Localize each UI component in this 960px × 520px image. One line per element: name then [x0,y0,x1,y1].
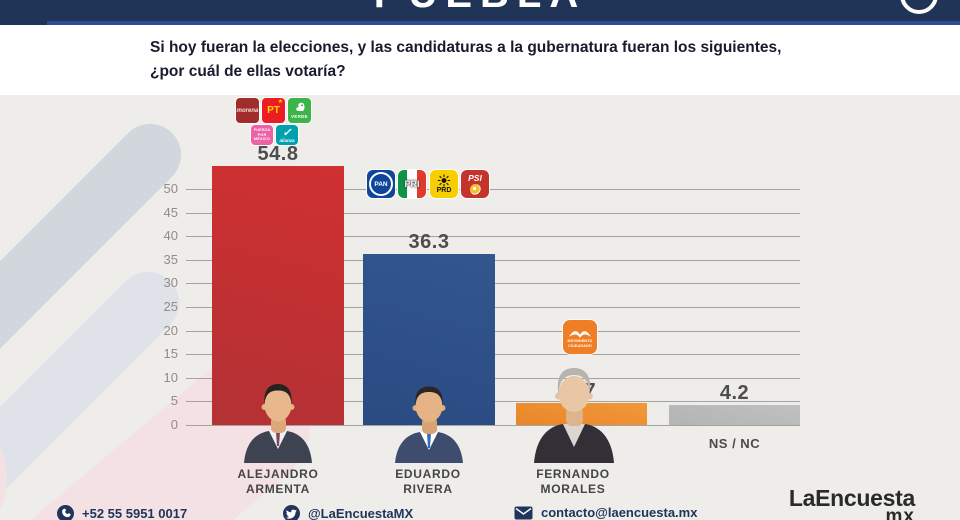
party-logo-fuerza-mexico: FUERZA POR MÉXICO [251,125,273,145]
value-labels-container: 54.836.34.74.2 [0,95,960,520]
party-label-pan: PAN [374,180,388,188]
party-label-alianza: alianza [279,137,295,143]
party-label-fuerza: FUERZA POR MÉXICO [253,128,271,142]
candidate-name-armenta: ALEJANDRO ARMENTA [203,467,353,497]
y-tick-label: 45 [163,204,178,220]
sun-icon [437,174,451,187]
party-label-verde: VERDE [290,114,308,119]
question-line-1: Si hoy fueran la elecciones, y las candi… [150,39,782,56]
check-icon: ✓ [282,126,292,139]
grid-rule [186,425,800,426]
star-icon: ★ [277,99,283,105]
party-logo-nueva-alianza: ✓ alianza [276,125,298,145]
y-tick-label: 50 [163,181,178,196]
candidate-photo-morales [534,368,614,463]
party-logo-psi: PSI [461,170,489,198]
y-tick-label: 25 [163,299,178,314]
ns-nc-label: NS / NC [708,436,761,451]
envelope-icon [514,506,533,519]
footer-contacts: +52 55 5951 0017 @LaEncuestaMX contacto@… [0,505,960,520]
question-line-2: ¿por cuál de ellas votaría? [150,63,346,80]
candidate-last-name: RIVERA [403,482,453,496]
bar-value-label: 4.2 [719,382,750,404]
twitter-icon [283,505,300,520]
y-tick-label: 30 [163,275,178,291]
candidate-photo-rivera [395,386,463,463]
toucan-icon [295,102,304,111]
phone-icon [57,505,74,520]
eagle-icon [569,331,591,339]
footer-phone-text: +52 55 5951 0017 [82,506,188,520]
candidate-first-name: EDUARDO [395,467,461,481]
party-label-prd: PRD [436,187,452,194]
party-logo-pri: PRI [398,170,426,198]
party-logo-verde: VERDE [288,98,311,123]
party-label-psi: PSI [468,172,482,183]
party-logo-prd: PRD [430,170,458,198]
brand-suffix: mx [885,506,915,520]
bar-ALEJANDRO ARMENTA [212,166,344,425]
y-tick-label: 0 [170,417,178,432]
party-label-mc: MOVIMIENTO CIUDADANO [567,339,593,348]
party-logo-movimiento-ciudadano: MOVIMIENTO CIUDADANO [563,320,597,354]
party-label-morena: morena [236,107,259,114]
y-tick-label: 35 [163,251,178,267]
candidate-last-name: ARMENTA [245,482,310,496]
y-tick-label: 5 [170,393,178,409]
grid-rule [186,189,800,190]
ring-logo-icon [900,0,938,14]
bar-NS / NC [669,405,800,425]
swirl-icon [469,183,481,195]
bar-value-label: 36.3 [408,231,450,253]
party-logo-morena: morena [236,98,259,123]
footer-twitter-text: @LaEncuestaMX [308,506,414,520]
y-tick-label: 10 [163,369,178,385]
party-logo-pt: ★ PT [262,98,285,123]
grid-rule [186,212,800,214]
footer-twitter: @LaEncuestaMX [283,505,413,520]
question-band: Si hoy fueran la elecciones, y las candi… [0,25,960,95]
candidate-name-morales: FERNANDO MORALES [498,467,648,497]
footer-phone: +52 55 5951 0017 [57,505,187,520]
candidate-name-rivera: EDUARDO RIVERA [353,467,503,497]
bar-value-label: 54.8 [257,143,299,165]
candidate-last-name: MORALES [540,482,606,496]
brand-name: LaEncuesta [788,485,915,511]
header-bar: PUEBLA [0,0,960,25]
footer-email: contacto@laencuesta.mx [514,505,697,520]
y-tick-label: 40 [163,228,178,244]
party-label-pt: PT [267,104,280,116]
y-tick-label: 15 [163,346,178,362]
y-tick-label: 20 [163,322,178,338]
candidate-photo-armenta [244,384,312,463]
page-title: PUEBLA [0,0,960,14]
header-accent-line [47,21,960,25]
laencuesta-logo: LaEncuesta mx [789,486,915,520]
candidate-first-name: FERNANDO [536,467,610,481]
grid-rule [186,236,800,238]
pan-ring-icon: PAN [369,172,393,196]
party-logo-pan: PAN [367,170,395,198]
candidate-first-name: ALEJANDRO [237,467,319,481]
footer-email-text: contacto@laencuesta.mx [541,505,698,520]
party-label-pri: PRI [404,179,420,189]
